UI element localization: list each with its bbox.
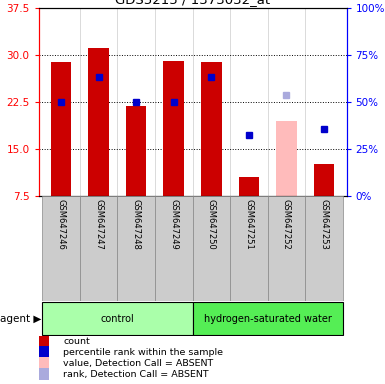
Bar xyxy=(155,196,192,301)
Text: GSM647252: GSM647252 xyxy=(282,199,291,250)
Bar xyxy=(201,62,222,196)
Text: count: count xyxy=(63,337,90,346)
Bar xyxy=(51,62,71,196)
Text: value, Detection Call = ABSENT: value, Detection Call = ABSENT xyxy=(63,359,213,368)
Text: GSM647253: GSM647253 xyxy=(320,199,328,250)
Bar xyxy=(192,302,343,335)
Bar xyxy=(38,369,49,381)
Bar xyxy=(126,106,146,196)
Bar xyxy=(80,196,117,301)
Text: control: control xyxy=(100,314,134,324)
Text: GSM647247: GSM647247 xyxy=(94,199,103,250)
Text: GSM647250: GSM647250 xyxy=(207,199,216,250)
Bar xyxy=(42,196,80,301)
Title: GDS5215 / 1373032_at: GDS5215 / 1373032_at xyxy=(115,0,270,7)
Text: GSM647249: GSM647249 xyxy=(169,199,178,250)
Bar xyxy=(88,48,109,196)
Text: agent ▶: agent ▶ xyxy=(0,314,42,324)
Text: percentile rank within the sample: percentile rank within the sample xyxy=(63,348,223,357)
Bar xyxy=(192,196,230,301)
Bar xyxy=(276,121,297,196)
Text: hydrogen-saturated water: hydrogen-saturated water xyxy=(204,314,331,324)
Bar xyxy=(230,196,268,301)
Bar xyxy=(314,164,334,196)
Text: GSM647248: GSM647248 xyxy=(132,199,141,250)
Bar xyxy=(305,196,343,301)
Text: GSM647246: GSM647246 xyxy=(57,199,65,250)
Bar xyxy=(268,196,305,301)
Bar xyxy=(117,196,155,301)
Text: GSM647251: GSM647251 xyxy=(244,199,253,250)
Bar xyxy=(38,358,49,370)
Text: rank, Detection Call = ABSENT: rank, Detection Call = ABSENT xyxy=(63,370,209,379)
Bar xyxy=(163,61,184,196)
Bar xyxy=(38,335,49,348)
Bar xyxy=(42,302,192,335)
Bar xyxy=(38,346,49,359)
Bar xyxy=(239,177,259,196)
